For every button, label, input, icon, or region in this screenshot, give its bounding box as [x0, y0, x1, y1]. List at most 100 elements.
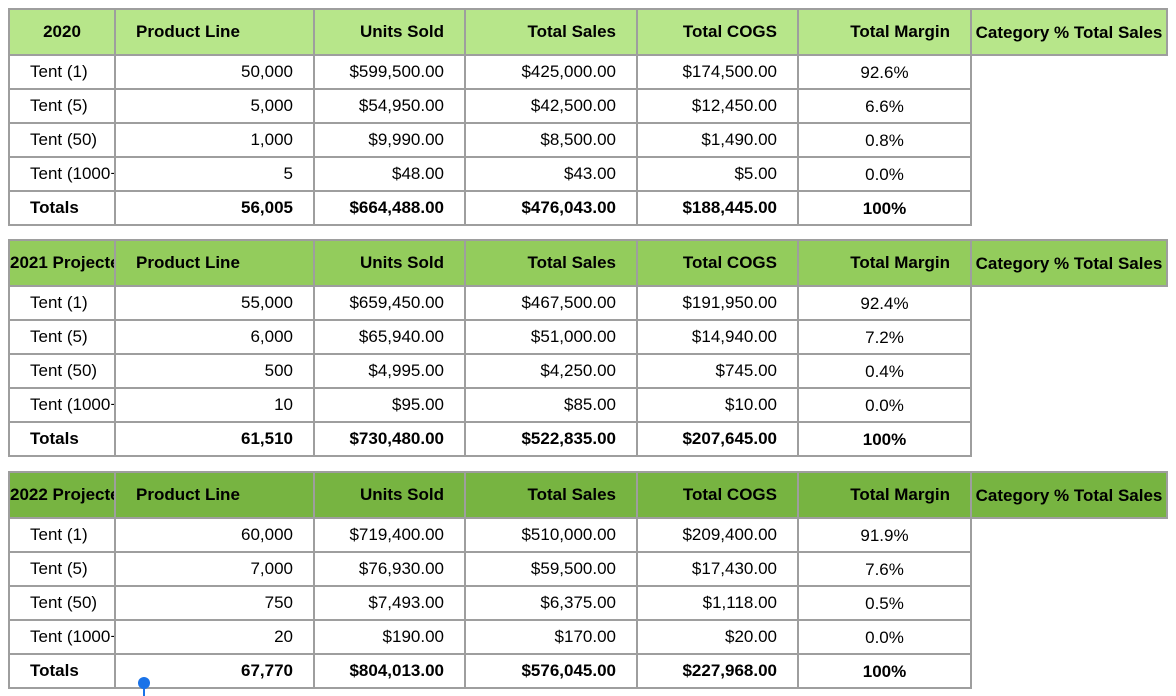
cell-total-cogs[interactable]: $425,000.00: [464, 54, 638, 90]
header-total-sales[interactable]: Total Sales: [464, 471, 638, 519]
cell-total-cogs[interactable]: $42,500.00: [464, 88, 638, 124]
cell-units-sold[interactable]: 56,005: [114, 190, 315, 226]
cell-total-cogs[interactable]: $59,500.00: [464, 551, 638, 587]
cell-total-sales[interactable]: $95.00: [313, 387, 466, 423]
cell-category-pct[interactable]: 92.4%: [797, 285, 972, 321]
header-total-margin[interactable]: Total Margin: [797, 239, 972, 287]
cell-product-line[interactable]: Tent (1000+) Bulk: [8, 156, 116, 192]
header-units-sold[interactable]: Units Sold: [313, 471, 466, 519]
cell-category-pct[interactable]: 0.4%: [797, 353, 972, 389]
cell-total-margin[interactable]: $1,118.00: [636, 585, 799, 621]
cell-category-pct[interactable]: 100%: [797, 653, 972, 689]
header-category-pct[interactable]: Category % Total Sales: [970, 239, 1168, 287]
cell-selection-handle[interactable]: [138, 677, 150, 689]
cell-units-sold[interactable]: 61,510: [114, 421, 315, 457]
cell-units-sold[interactable]: 50,000: [114, 54, 315, 90]
cell-product-line[interactable]: Tent (50): [8, 122, 116, 158]
cell-product-line[interactable]: Tent (5): [8, 319, 116, 355]
header-total-sales[interactable]: Total Sales: [464, 239, 638, 287]
cell-total-margin[interactable]: $191,950.00: [636, 285, 799, 321]
header-product-line[interactable]: Product Line: [114, 239, 315, 287]
cell-total-margin[interactable]: $209,400.00: [636, 517, 799, 553]
cell-category-pct[interactable]: 7.2%: [797, 319, 972, 355]
cell-total-cogs[interactable]: $510,000.00: [464, 517, 638, 553]
cell-total-sales[interactable]: $730,480.00: [313, 421, 466, 457]
cell-total-margin[interactable]: $174,500.00: [636, 54, 799, 90]
cell-total-cogs[interactable]: $6,375.00: [464, 585, 638, 621]
cell-total-margin[interactable]: $12,450.00: [636, 88, 799, 124]
year-label[interactable]: 2022 Projected: [8, 471, 116, 519]
cell-total-margin[interactable]: $745.00: [636, 353, 799, 389]
cell-category-pct[interactable]: 6.6%: [797, 88, 972, 124]
cell-category-pct[interactable]: 0.0%: [797, 619, 972, 655]
header-units-sold[interactable]: Units Sold: [313, 239, 466, 287]
cell-product-line[interactable]: Totals: [8, 653, 116, 689]
cell-total-cogs[interactable]: $476,043.00: [464, 190, 638, 226]
cell-product-line[interactable]: Tent (1000+) Bulk: [8, 619, 116, 655]
cell-category-pct[interactable]: 0.0%: [797, 156, 972, 192]
cell-selection-handle-stem[interactable]: [143, 688, 145, 696]
cell-category-pct[interactable]: 92.6%: [797, 54, 972, 90]
cell-total-cogs[interactable]: $85.00: [464, 387, 638, 423]
cell-total-sales[interactable]: $54,950.00: [313, 88, 466, 124]
cell-units-sold[interactable]: 60,000: [114, 517, 315, 553]
year-label[interactable]: 2021 Projected: [8, 239, 116, 287]
cell-units-sold[interactable]: 500: [114, 353, 315, 389]
header-total-cogs[interactable]: Total COGS: [636, 8, 799, 56]
cell-total-sales[interactable]: $65,940.00: [313, 319, 466, 355]
header-total-margin[interactable]: Total Margin: [797, 471, 972, 519]
cell-total-margin[interactable]: $17,430.00: [636, 551, 799, 587]
cell-units-sold[interactable]: 20: [114, 619, 315, 655]
cell-total-margin[interactable]: $20.00: [636, 619, 799, 655]
cell-total-cogs[interactable]: $4,250.00: [464, 353, 638, 389]
cell-total-margin[interactable]: $5.00: [636, 156, 799, 192]
cell-total-sales[interactable]: $76,930.00: [313, 551, 466, 587]
cell-total-cogs[interactable]: $43.00: [464, 156, 638, 192]
cell-units-sold[interactable]: 6,000: [114, 319, 315, 355]
cell-category-pct[interactable]: 91.9%: [797, 517, 972, 553]
cell-units-sold[interactable]: 5: [114, 156, 315, 192]
cell-total-sales[interactable]: $9,990.00: [313, 122, 466, 158]
header-product-line[interactable]: Product Line: [114, 471, 315, 519]
header-total-cogs[interactable]: Total COGS: [636, 471, 799, 519]
cell-total-cogs[interactable]: $576,045.00: [464, 653, 638, 689]
cell-units-sold[interactable]: 5,000: [114, 88, 315, 124]
header-category-pct[interactable]: Category % Total Sales: [970, 471, 1168, 519]
cell-product-line[interactable]: Tent (50): [8, 353, 116, 389]
cell-total-sales[interactable]: $659,450.00: [313, 285, 466, 321]
cell-total-cogs[interactable]: $8,500.00: [464, 122, 638, 158]
cell-total-sales[interactable]: $719,400.00: [313, 517, 466, 553]
cell-total-sales[interactable]: $599,500.00: [313, 54, 466, 90]
header-total-sales[interactable]: Total Sales: [464, 8, 638, 56]
cell-total-sales[interactable]: $48.00: [313, 156, 466, 192]
cell-product-line[interactable]: Tent (5): [8, 551, 116, 587]
cell-total-sales[interactable]: $664,488.00: [313, 190, 466, 226]
cell-product-line[interactable]: Tent (5): [8, 88, 116, 124]
header-total-margin[interactable]: Total Margin: [797, 8, 972, 56]
cell-units-sold[interactable]: 1,000: [114, 122, 315, 158]
cell-category-pct[interactable]: 0.5%: [797, 585, 972, 621]
cell-total-margin[interactable]: $1,490.00: [636, 122, 799, 158]
cell-category-pct[interactable]: 100%: [797, 421, 972, 457]
cell-product-line[interactable]: Totals: [8, 190, 116, 226]
cell-total-margin[interactable]: $188,445.00: [636, 190, 799, 226]
cell-product-line[interactable]: Totals: [8, 421, 116, 457]
cell-total-margin[interactable]: $14,940.00: [636, 319, 799, 355]
cell-category-pct[interactable]: 7.6%: [797, 551, 972, 587]
cell-total-margin[interactable]: $227,968.00: [636, 653, 799, 689]
cell-category-pct[interactable]: 100%: [797, 190, 972, 226]
cell-units-sold[interactable]: 55,000: [114, 285, 315, 321]
cell-total-margin[interactable]: $207,645.00: [636, 421, 799, 457]
header-category-pct[interactable]: Category % Total Sales: [970, 8, 1168, 56]
header-total-cogs[interactable]: Total COGS: [636, 239, 799, 287]
cell-total-margin[interactable]: $10.00: [636, 387, 799, 423]
cell-product-line[interactable]: Tent (1000+) Bulk: [8, 387, 116, 423]
cell-product-line[interactable]: Tent (1): [8, 517, 116, 553]
cell-category-pct[interactable]: 0.0%: [797, 387, 972, 423]
cell-product-line[interactable]: Tent (1): [8, 54, 116, 90]
cell-total-cogs[interactable]: $51,000.00: [464, 319, 638, 355]
cell-total-sales[interactable]: $190.00: [313, 619, 466, 655]
cell-total-cogs[interactable]: $170.00: [464, 619, 638, 655]
cell-category-pct[interactable]: 0.8%: [797, 122, 972, 158]
cell-units-sold[interactable]: 750: [114, 585, 315, 621]
